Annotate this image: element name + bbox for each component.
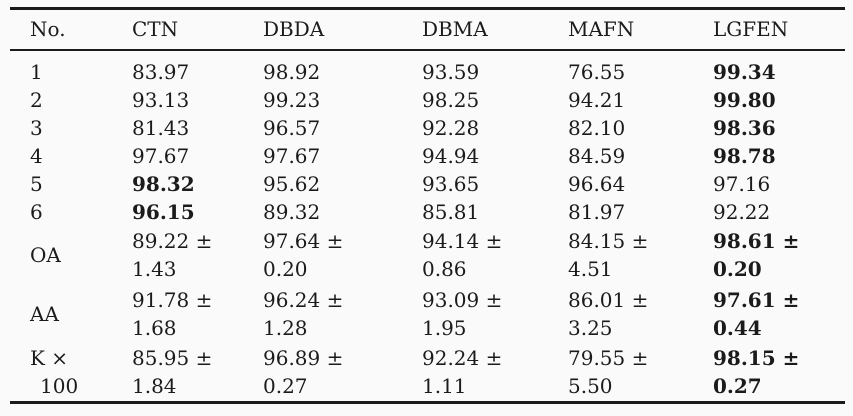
row-label: 1	[30, 59, 43, 84]
cell: 93.59	[422, 59, 480, 84]
row-label: 6	[30, 199, 43, 224]
table-row-2: 2 93.13 99.23 98.25 94.21 99.80	[10, 86, 845, 114]
row-label: 3	[30, 115, 43, 140]
cell: 93.09 ± 1.95	[422, 288, 503, 340]
row-label-oa: OA	[30, 243, 61, 267]
spacer-row	[10, 50, 845, 58]
cell: 85.81	[422, 199, 480, 224]
table-row-4: 4 97.67 97.67 94.94 84.59 98.78	[10, 142, 845, 170]
cell: 84.15 ± 4.51	[568, 229, 649, 281]
col-header-dbma: DBMA	[422, 8, 568, 51]
cell: 93.65	[422, 171, 480, 196]
cell: 96.15	[132, 199, 195, 224]
cell: 82.10	[568, 115, 626, 140]
cell: 97.67	[263, 143, 321, 168]
cell: 94.21	[568, 87, 626, 112]
cell: 86.01 ± 3.25	[568, 288, 649, 340]
cell: 84.59	[568, 143, 626, 168]
cell: 96.24 ± 1.28	[263, 288, 344, 340]
cell: 92.22	[713, 199, 771, 224]
cell: 89.32	[263, 199, 321, 224]
cell: 83.97	[132, 59, 190, 84]
results-table: No. CTN DBDA DBMA MAFN LGFEN 1 83.97 98.…	[10, 7, 845, 404]
cell: 98.78	[713, 143, 776, 168]
table-row-5: 5 98.32 95.62 93.65 96.64 97.16	[10, 170, 845, 198]
cell: 94.94	[422, 143, 480, 168]
cell: 89.22 ± 1.43	[132, 229, 213, 281]
cell: 96.57	[263, 115, 321, 140]
col-header-lgfen: LGFEN	[713, 8, 845, 51]
cell: 98.36	[713, 115, 776, 140]
cell: 97.64 ± 0.20	[263, 229, 344, 281]
cell: 97.67	[132, 143, 190, 168]
row-label: 5	[30, 171, 43, 196]
col-header-mafn: MAFN	[568, 8, 713, 51]
cell: 92.28	[422, 115, 480, 140]
cell: 85.95 ± 1.84	[132, 346, 213, 399]
cell: 98.92	[263, 59, 321, 84]
cell: 98.61 ± 0.20	[713, 229, 800, 281]
cell: 81.97	[568, 199, 626, 224]
cell: 79.55 ± 5.50	[568, 346, 649, 399]
row-label: 4	[30, 143, 43, 168]
table-row-6: 6 96.15 89.32 85.81 81.97 92.22	[10, 198, 845, 226]
cell: 98.15 ± 0.27	[713, 346, 800, 399]
row-label: 2	[30, 87, 43, 112]
table-row-aa: AA 91.78 ± 1.68 96.24 ± 1.28 93.09 ± 1.9…	[10, 285, 845, 344]
cell: 98.32	[132, 171, 195, 196]
col-header-ctn: CTN	[132, 8, 263, 51]
table-row-3: 3 81.43 96.57 92.28 82.10 98.36	[10, 114, 845, 142]
row-label-kappa: K × 100	[30, 346, 79, 399]
cell: 76.55	[568, 59, 626, 84]
cell: 99.34	[713, 59, 776, 84]
table-row-oa: OA 89.22 ± 1.43 97.64 ± 0.20 94.14 ± 0.8…	[10, 226, 845, 285]
cell: 93.13	[132, 87, 190, 112]
table-row-kappa: K × 100 85.95 ± 1.84 96.89 ± 0.27 92.24 …	[10, 344, 845, 403]
cell: 97.16	[713, 171, 771, 196]
cell: 92.24 ± 1.11	[422, 346, 503, 399]
cell: 81.43	[132, 115, 190, 140]
table-row-1: 1 83.97 98.92 93.59 76.55 99.34	[10, 58, 845, 86]
cell: 97.61 ± 0.44	[713, 288, 800, 340]
col-header-no: No.	[10, 8, 132, 51]
cell: 96.89 ± 0.27	[263, 346, 344, 399]
cell: 99.80	[713, 87, 776, 112]
cell: 94.14 ± 0.86	[422, 229, 503, 281]
row-label-aa: AA	[30, 302, 59, 326]
col-header-dbda: DBDA	[263, 8, 422, 51]
cell: 95.62	[263, 171, 321, 196]
cell: 99.23	[263, 87, 321, 112]
cell: 96.64	[568, 171, 626, 196]
header-row: No. CTN DBDA DBMA MAFN LGFEN	[10, 8, 845, 51]
cell: 91.78 ± 1.68	[132, 288, 213, 340]
cell: 98.25	[422, 87, 480, 112]
